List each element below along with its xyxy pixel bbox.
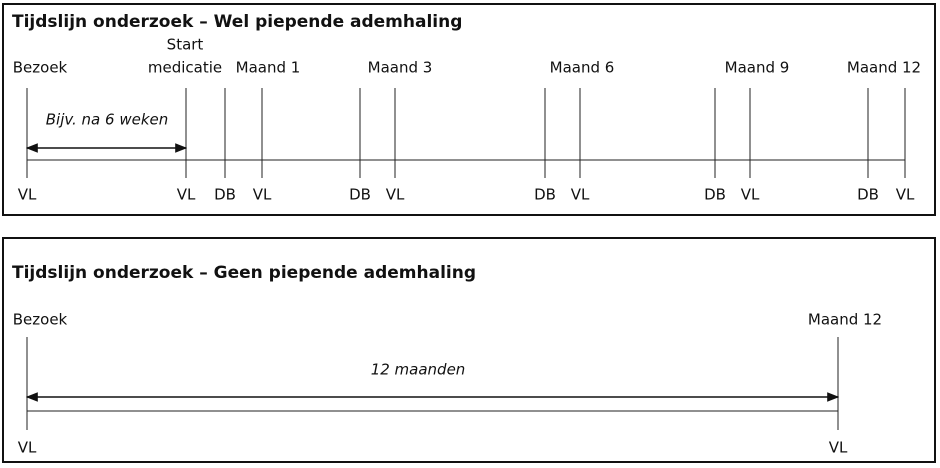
panel-title: Tijdslijn onderzoek – Wel piepende ademh… (12, 12, 462, 32)
span-label: 12 maanden (371, 361, 466, 379)
bottom-label: VL (253, 186, 272, 204)
top-label: Maand 3 (368, 59, 433, 77)
bottom-label: DB (349, 186, 371, 204)
bottom-label: DB (214, 186, 236, 204)
top-label: Maand 1 (236, 59, 301, 77)
bottom-label: DB (857, 186, 879, 204)
bottom-label: DB (534, 186, 556, 204)
panel-frame (2, 3, 936, 216)
top-label: Bezoek (13, 311, 68, 329)
bottom-label: VL (896, 186, 915, 204)
bottom-label: VL (177, 186, 196, 204)
bottom-label: VL (571, 186, 590, 204)
top-label: Start (167, 36, 204, 54)
bottom-label: VL (18, 439, 37, 457)
bottom-label: DB (704, 186, 726, 204)
top-label: Maand 12 (808, 311, 882, 329)
top-label: Bezoek (13, 59, 68, 77)
bottom-label: VL (18, 186, 37, 204)
bottom-label: VL (741, 186, 760, 204)
span-label: Bijv. na 6 weken (46, 111, 169, 129)
top-label: Maand 6 (550, 59, 615, 77)
top-label: Maand 9 (725, 59, 790, 77)
panel-frame (2, 237, 936, 463)
bottom-label: VL (386, 186, 405, 204)
top-label: medicatie (148, 59, 222, 77)
bottom-label: VL (829, 439, 848, 457)
top-label: Maand 12 (847, 59, 921, 77)
panel-title: Tijdslijn onderzoek – Geen piepende adem… (12, 263, 476, 283)
